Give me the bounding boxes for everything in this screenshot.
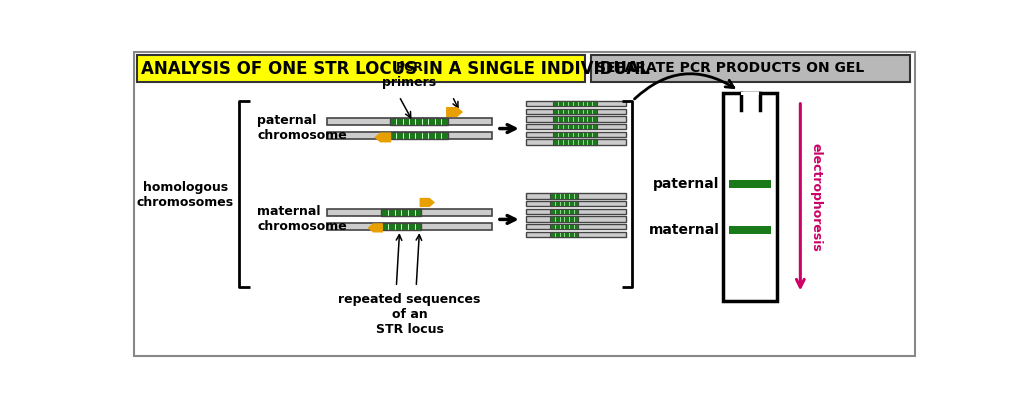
Bar (526, 101, 626, 106)
Bar (390, 118, 448, 125)
Polygon shape (374, 133, 391, 143)
Bar (326, 208, 492, 216)
Bar (723, 93, 777, 301)
Bar (550, 216, 578, 222)
Bar (526, 201, 626, 206)
Text: electrophoresis: electrophoresis (809, 143, 822, 251)
Bar (137, 55, 585, 82)
Bar (550, 193, 578, 199)
Bar (550, 216, 578, 222)
Bar (526, 139, 626, 145)
Text: SEPARATE PCR PRODUCTS ON GEL: SEPARATE PCR PRODUCTS ON GEL (595, 61, 863, 76)
Bar (526, 124, 626, 129)
Bar (526, 216, 626, 222)
Bar (550, 224, 578, 229)
Bar (382, 208, 421, 216)
Bar (550, 232, 578, 237)
Bar (553, 116, 597, 122)
Bar (382, 223, 421, 230)
Bar (553, 109, 597, 114)
Bar (550, 208, 578, 214)
Bar (326, 118, 492, 125)
Bar (553, 139, 597, 145)
Bar (729, 181, 771, 188)
Polygon shape (419, 198, 435, 207)
Bar (550, 232, 578, 237)
Bar (550, 208, 578, 214)
Text: ANALYSIS OF ONE STR LOCUS IN A SINGLE INDIVIDUAL: ANALYSIS OF ONE STR LOCUS IN A SINGLE IN… (141, 59, 650, 78)
Bar (526, 224, 626, 229)
Polygon shape (446, 107, 463, 117)
Text: paternal
chromosome: paternal chromosome (258, 114, 347, 142)
Bar (553, 139, 597, 145)
Bar (326, 223, 492, 230)
Bar (742, 93, 759, 95)
Bar (553, 124, 597, 129)
Text: repeated sequences
of an
STR locus: repeated sequences of an STR locus (339, 293, 481, 337)
Bar (326, 133, 492, 139)
Bar (553, 109, 597, 114)
Polygon shape (367, 223, 383, 233)
Text: maternal
chromosome: maternal chromosome (258, 205, 347, 233)
Bar (382, 223, 421, 230)
Bar (550, 201, 578, 206)
Bar (550, 224, 578, 229)
Bar (526, 116, 626, 122)
Bar (741, 93, 759, 110)
Bar (553, 116, 597, 122)
Text: maternal: maternal (649, 223, 719, 237)
Text: paternal: paternal (653, 177, 719, 191)
Text: PCR
primers: PCR primers (383, 61, 437, 88)
Bar (382, 208, 421, 216)
Bar (526, 232, 626, 237)
Bar (553, 101, 597, 106)
Bar (591, 55, 910, 82)
Bar (526, 132, 626, 137)
Bar (390, 133, 448, 139)
Bar (553, 101, 597, 106)
Text: homologous
chromosomes: homologous chromosomes (137, 181, 233, 209)
Bar (390, 133, 448, 139)
Bar (390, 118, 448, 125)
Bar (553, 124, 597, 129)
Bar (526, 193, 626, 199)
Bar (526, 109, 626, 114)
Bar (553, 132, 597, 137)
Bar (550, 201, 578, 206)
Bar (550, 193, 578, 199)
Bar (729, 226, 771, 234)
Bar (526, 208, 626, 214)
Bar (553, 132, 597, 137)
